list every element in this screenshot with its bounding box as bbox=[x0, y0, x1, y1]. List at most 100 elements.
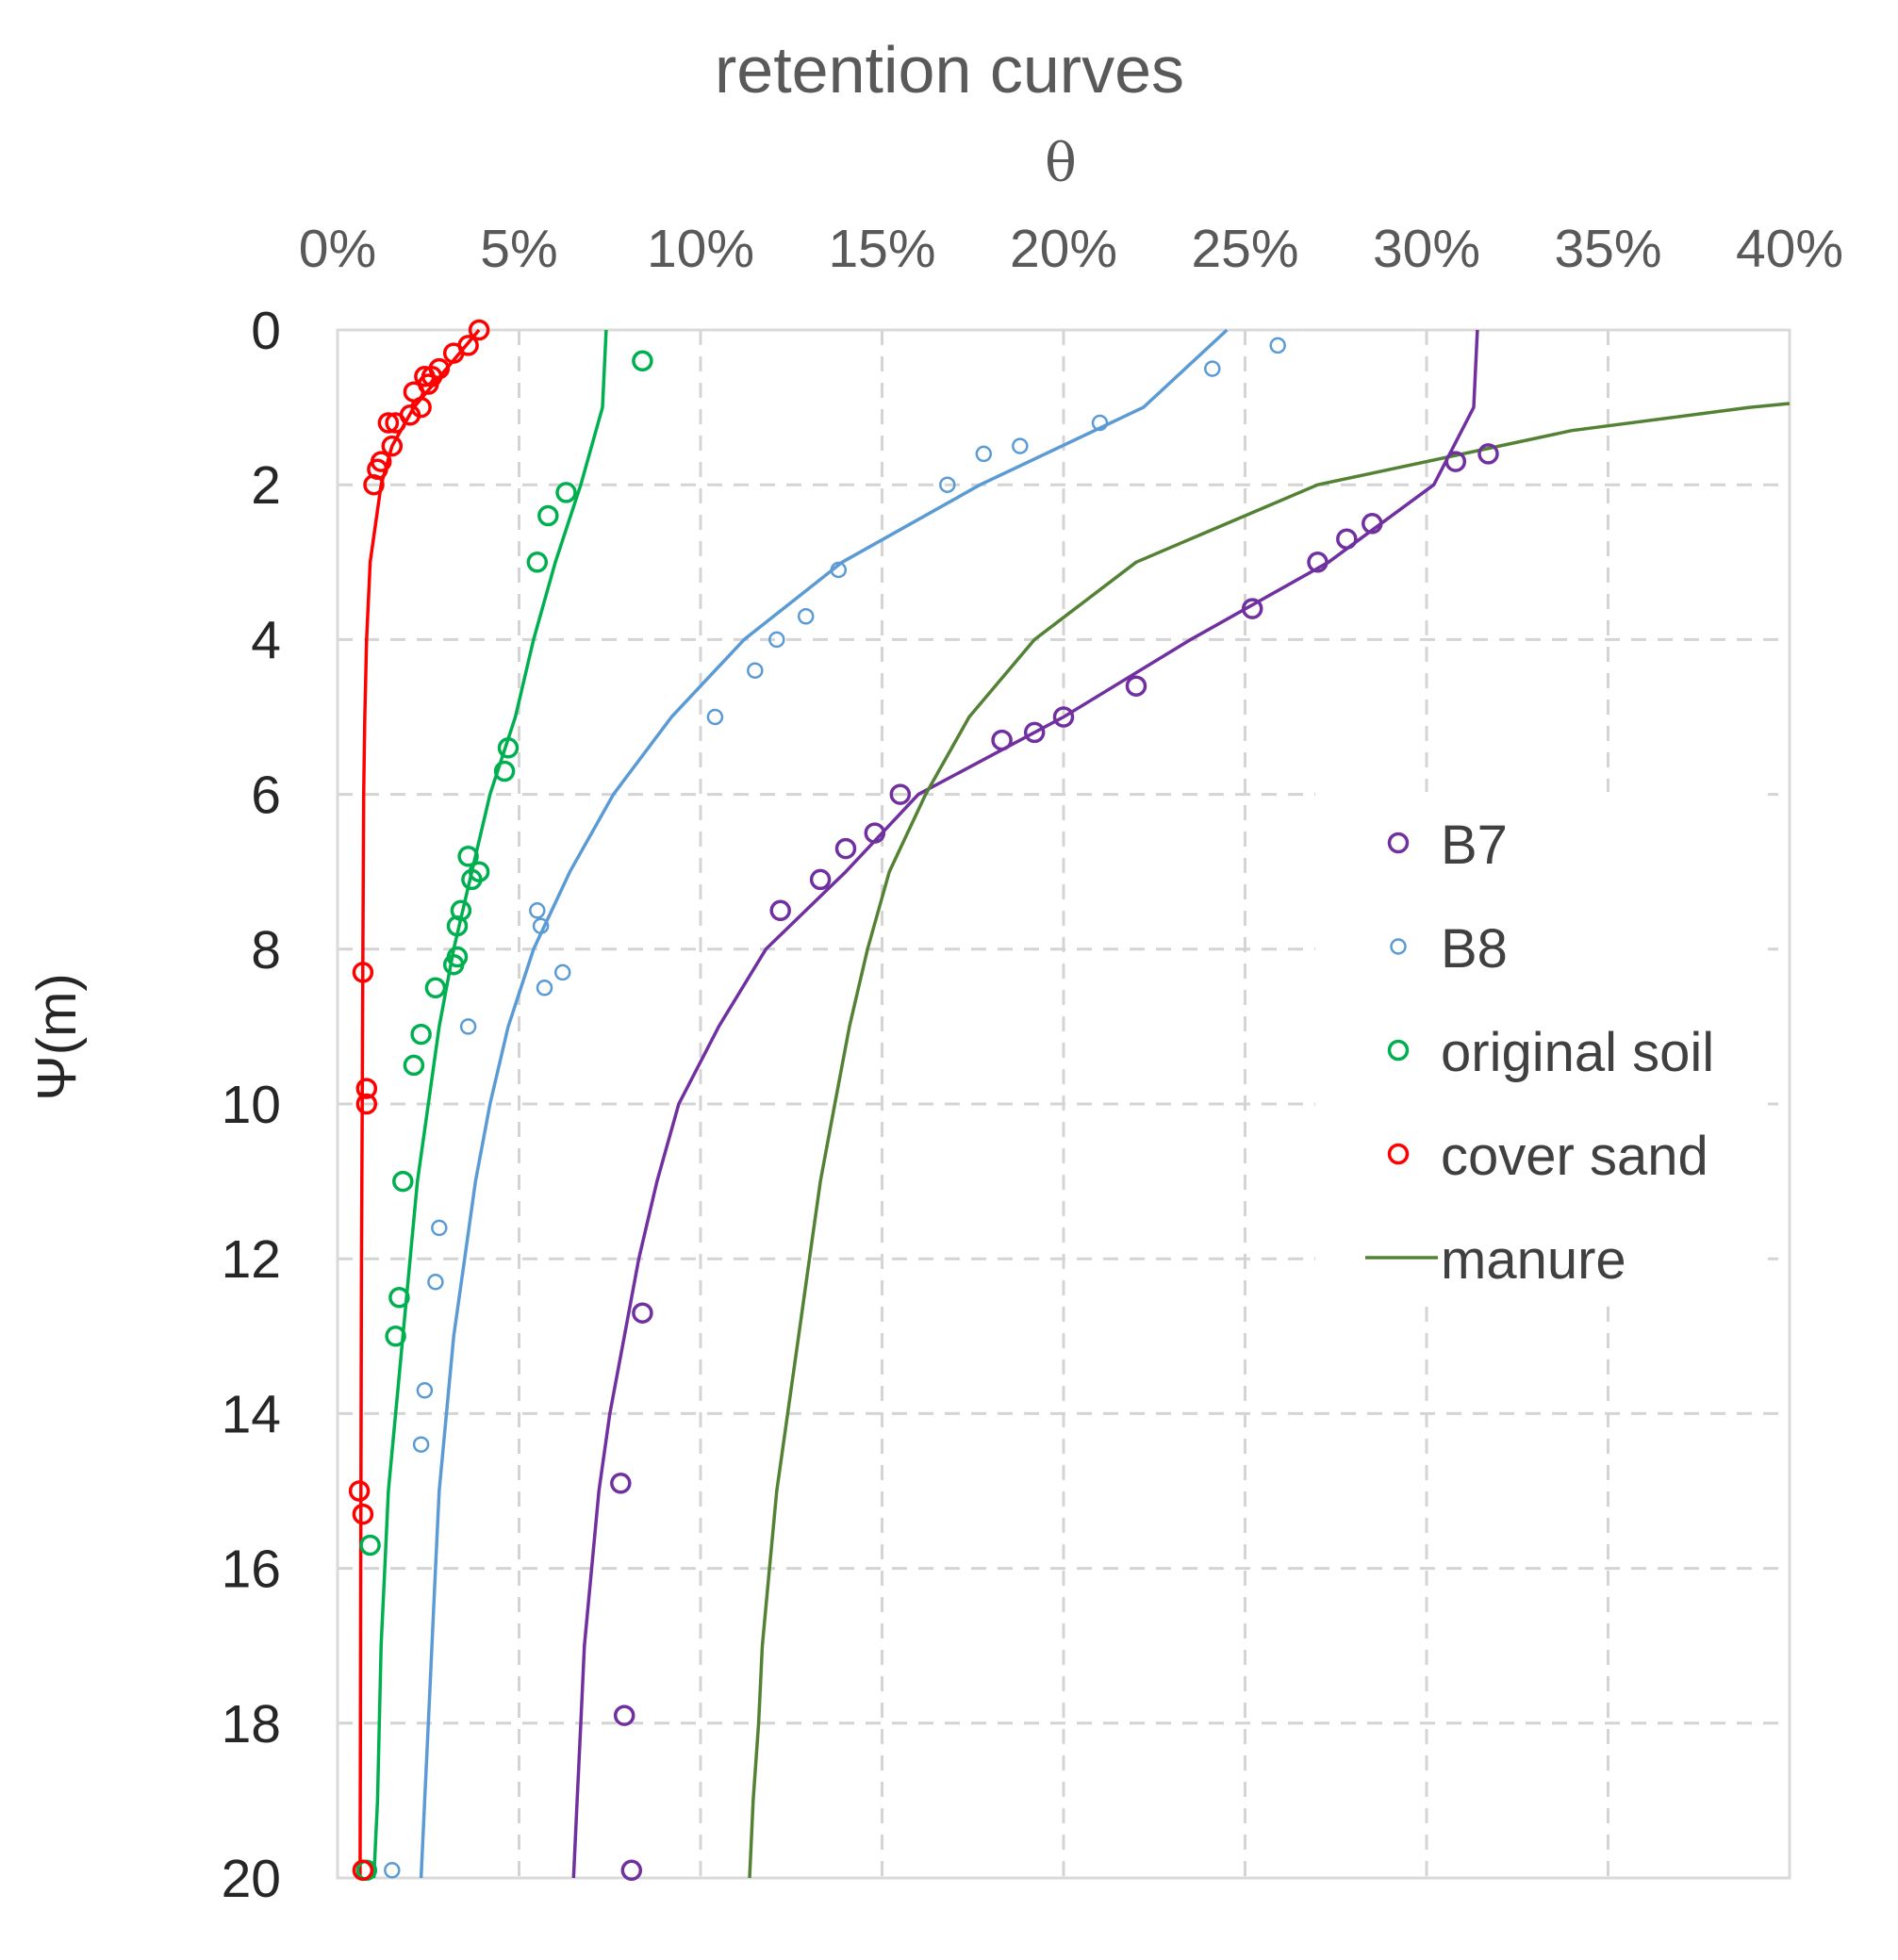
point-cover-sand bbox=[355, 1078, 378, 1099]
point-original-soil bbox=[410, 1023, 432, 1046]
point-original-soil bbox=[359, 1534, 381, 1556]
x-tick-label: 40% bbox=[1736, 219, 1843, 279]
point-original-soil bbox=[446, 914, 469, 937]
point-cover-sand bbox=[363, 473, 385, 496]
point-b7 bbox=[1307, 552, 1329, 573]
legend-label-b7: B7 bbox=[1441, 815, 1508, 876]
point-b8 bbox=[459, 1018, 477, 1035]
point-original-soil bbox=[424, 977, 447, 999]
point-b7 bbox=[1241, 598, 1263, 619]
legend-label-cover-sand: cover sand bbox=[1441, 1126, 1708, 1187]
point-cover-sand bbox=[352, 1503, 374, 1525]
point-cover-sand bbox=[352, 1859, 374, 1882]
point-b7 bbox=[834, 837, 857, 860]
point-original-soil bbox=[526, 552, 549, 573]
point-b7 bbox=[1023, 721, 1046, 744]
y-tick-label: 4 bbox=[251, 610, 281, 670]
observed-points bbox=[348, 319, 1499, 1882]
chart-title: retention curves bbox=[715, 33, 1184, 107]
curve-manure bbox=[748, 402, 1791, 1879]
point-b8 bbox=[536, 980, 553, 996]
point-b8 bbox=[975, 445, 993, 463]
point-b8 bbox=[529, 902, 546, 919]
curve-b8 bbox=[419, 328, 1229, 1879]
y-axis-ticks: 0 2 4 6 8 10 12 14 16 18 20 bbox=[222, 301, 281, 1909]
point-cover-sand bbox=[377, 412, 400, 434]
point-b7 bbox=[864, 822, 886, 844]
point-original-soil bbox=[385, 1326, 406, 1347]
y-tick-label: 18 bbox=[222, 1694, 281, 1754]
point-original-soil bbox=[632, 350, 653, 372]
x-tick-label: 30% bbox=[1373, 219, 1480, 279]
point-original-soil bbox=[457, 846, 479, 867]
x-tick-label: 25% bbox=[1191, 219, 1298, 279]
x-tick-label: 20% bbox=[1010, 219, 1117, 279]
point-b8 bbox=[1091, 414, 1109, 432]
x-tick-label: 5% bbox=[480, 219, 557, 279]
point-b7 bbox=[610, 1473, 632, 1494]
y-tick-label: 14 bbox=[222, 1384, 281, 1444]
point-b8 bbox=[431, 1219, 448, 1237]
curve-original-soil bbox=[371, 329, 608, 1879]
point-cover-sand bbox=[348, 1480, 371, 1502]
point-cover-sand bbox=[355, 1093, 378, 1115]
point-original-soil bbox=[537, 504, 559, 527]
y-tick-label: 2 bbox=[251, 455, 281, 516]
point-b8 bbox=[412, 1436, 430, 1453]
point-original-soil bbox=[497, 737, 520, 759]
point-original-soil bbox=[388, 1287, 410, 1309]
point-original-soil bbox=[493, 760, 516, 782]
point-cover-sand bbox=[385, 412, 406, 434]
point-original-soil bbox=[403, 1054, 425, 1077]
legend-label-manure: manure bbox=[1441, 1229, 1626, 1291]
point-b8 bbox=[1204, 360, 1221, 377]
legend-swatch-cover-sand bbox=[1387, 1143, 1410, 1165]
legend-swatch-b7 bbox=[1387, 832, 1410, 854]
x-axis-ticks: 0% 5% 10% 15% 20% 25% 30% 35% 40% bbox=[299, 219, 1843, 279]
point-b8 bbox=[830, 561, 848, 579]
point-b8 bbox=[1269, 337, 1286, 354]
curve-b7 bbox=[571, 329, 1479, 1879]
point-original-soil bbox=[555, 482, 577, 503]
point-b7 bbox=[1477, 443, 1499, 465]
plot-frame bbox=[336, 328, 1791, 1880]
point-original-soil bbox=[442, 953, 465, 976]
point-b7 bbox=[613, 1705, 635, 1726]
y-tick-label: 6 bbox=[251, 766, 281, 826]
point-original-soil bbox=[392, 1170, 414, 1193]
point-b8 bbox=[427, 1274, 444, 1291]
point-b8 bbox=[1012, 437, 1029, 454]
y-tick-label: 0 bbox=[251, 301, 281, 361]
point-b8 bbox=[747, 662, 764, 679]
point-b7 bbox=[632, 1302, 653, 1324]
y-axis-label: Ψ(m) bbox=[26, 973, 88, 1100]
x-tick-label: 15% bbox=[828, 219, 935, 279]
x-tick-label: 0% bbox=[299, 219, 376, 279]
point-b8 bbox=[706, 708, 724, 726]
point-b8 bbox=[416, 1382, 434, 1399]
point-b7 bbox=[1444, 451, 1467, 472]
point-b8 bbox=[532, 917, 550, 934]
point-cover-sand bbox=[442, 342, 465, 364]
point-b8 bbox=[768, 631, 785, 649]
y-tick-label: 8 bbox=[251, 920, 281, 980]
x-tick-label: 35% bbox=[1554, 219, 1661, 279]
y-tick-label: 20 bbox=[222, 1849, 281, 1909]
point-b7 bbox=[1125, 675, 1147, 697]
point-original-soil bbox=[461, 868, 483, 891]
x-tick-label: 10% bbox=[647, 219, 754, 279]
point-b7 bbox=[991, 729, 1013, 751]
point-cover-sand bbox=[381, 435, 404, 457]
point-b8 bbox=[553, 964, 571, 981]
legend-swatch-original-soil bbox=[1387, 1039, 1410, 1062]
point-b8 bbox=[939, 476, 956, 493]
point-b7 bbox=[769, 899, 791, 922]
point-b7 bbox=[1336, 528, 1358, 550]
legend-label-original-soil: original soil bbox=[1441, 1022, 1714, 1083]
y-tick-label: 16 bbox=[222, 1540, 281, 1600]
point-cover-sand bbox=[352, 962, 374, 983]
legend: B7 B8 original soil cover sand manure bbox=[1315, 792, 1768, 1301]
y-tick-label: 10 bbox=[222, 1075, 281, 1135]
x-axis-title: θ bbox=[1045, 133, 1077, 194]
